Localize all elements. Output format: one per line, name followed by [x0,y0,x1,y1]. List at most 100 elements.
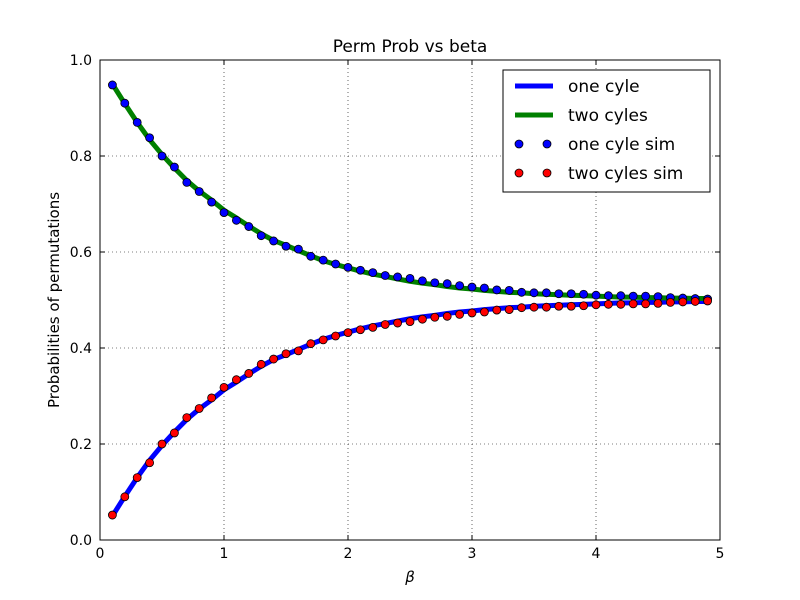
x-tick-label: 1 [220,546,229,562]
data-point-two-cyles-sim [690,297,700,306]
data-point-one-cyle-sim [542,288,551,298]
legend-box [502,69,711,193]
data-point-two-cyles-sim [666,297,675,307]
data-point-one-cyle-sim [256,231,266,241]
data-point-one-cyle-sim [616,291,626,301]
data-point-one-cyle-sim [393,272,403,282]
data-point-two-cyles-sim [591,300,601,310]
data-point-one-cyle-sim [430,278,440,288]
data-point-one-cyle-sim [169,162,179,172]
data-point-two-cyles-sim [355,325,365,335]
data-point-one-cyle-sim [417,276,427,286]
data-point-one-cyle-sim [368,268,378,278]
data-point-one-cyle-sim [293,244,303,254]
legend-marker-two-cyles-sim [514,168,524,178]
data-point-two-cyles-sim [207,393,217,403]
y-tick-label: 0.0 [70,533,92,549]
data-point-two-cyles-sim [678,297,688,307]
data-point-one-cyle-sim [405,273,415,283]
x-tick-label: 3 [468,546,477,562]
data-point-two-cyles-sim [467,308,477,318]
data-point-two-cyles-sim [504,305,514,315]
data-point-two-cyles-sim [108,510,117,520]
data-point-one-cyle-sim [182,177,192,187]
y-tick-label: 0.2 [70,437,92,453]
data-point-one-cyle-sim [380,271,390,280]
data-point-one-cyle-sim [529,288,539,298]
y-tick-label: 0.4 [70,341,92,357]
data-point-two-cyles-sim [554,301,564,311]
data-point-two-cyles-sim [442,311,452,321]
data-point-two-cyles-sim [579,301,588,311]
data-point-one-cyle-sim [355,265,365,275]
data-point-two-cyles-sim [393,318,403,328]
legend-marker-one-cyle-sim [514,139,524,149]
data-point-one-cyle-sim [108,80,117,90]
data-point-two-cyles-sim [293,346,303,356]
data-point-one-cyle-sim [318,255,328,265]
data-point-one-cyle-sim [442,279,452,289]
x-tick-label: 0 [96,546,105,562]
data-point-one-cyle-sim [194,187,204,196]
data-point-two-cyles-sim [479,307,489,317]
data-point-one-cyle-sim [343,262,353,272]
data-point-one-cyle-sim [331,259,341,269]
axis-ticks: 0 1 2 3 4 5 0.0 0.2 0.4 0.6 0.8 1.0 [70,53,725,562]
data-point-one-cyle-sim [244,222,254,231]
data-point-one-cyle-sim [467,282,477,292]
data-point-two-cyles-sim [169,428,179,438]
data-point-two-cyles-sim [219,382,229,392]
data-point-one-cyle-sim [157,151,167,161]
data-point-two-cyles-sim [343,328,353,338]
y-tick-label: 0.6 [70,245,92,261]
data-point-one-cyle-sim [591,290,601,300]
data-point-two-cyles-sim [145,458,155,468]
x-tick-label: 4 [592,546,601,562]
x-axis-title: β [404,568,415,586]
data-point-one-cyle-sim [120,98,130,108]
data-point-two-cyles-sim [368,322,378,332]
data-point-two-cyles-sim [331,331,341,341]
data-point-one-cyle-sim [281,241,291,251]
data-point-one-cyle-sim [492,285,502,295]
y-axis-title: Probabilities of permutations [45,192,63,408]
data-point-two-cyles-sim [306,339,316,349]
data-point-two-cyles-sim [653,298,663,308]
data-point-two-cyles-sim [182,413,192,423]
data-point-two-cyles-sim [405,317,415,327]
data-point-two-cyles-sim [244,369,254,378]
data-point-two-cyles-sim [492,305,502,315]
data-point-one-cyle-sim [479,283,489,293]
data-point-two-cyles-sim [628,299,638,309]
y-tick-label: 1.0 [70,53,92,69]
legend-marker-one-cyle-sim [542,139,552,149]
data-point-one-cyle-sim [145,133,155,143]
data-point-two-cyles-sim [269,354,279,364]
data-point-two-cyles-sim [194,404,204,413]
legend: one cyle two cyles one cyle sim two cyles s… [502,69,711,193]
data-point-one-cyle-sim [269,236,279,246]
data-point-two-cyles-sim [157,439,167,449]
data-point-one-cyle-sim [219,208,229,218]
data-point-one-cyle-sim [306,251,316,261]
data-point-two-cyles-sim [641,299,650,309]
data-point-two-cyles-sim [529,302,539,312]
data-point-two-cyles-sim [281,349,291,359]
data-point-two-cyles-sim [703,296,712,306]
data-point-one-cyle-sim [566,289,576,299]
data-point-one-cyle-sim [517,287,526,297]
legend-label-two-cyles: two cyles [568,106,648,126]
data-point-two-cyles-sim [566,301,576,311]
chart-title: Perm Prob vs beta [333,37,488,57]
x-tick-label: 5 [716,546,725,562]
data-point-one-cyle-sim [455,281,465,291]
data-point-one-cyle-sim [231,215,241,225]
plot-frame [99,59,721,541]
data-point-two-cyles-sim [132,473,142,483]
data-point-two-cyles-sim [430,312,440,322]
legend-label-one-cyle: one cyle [568,77,640,97]
data-point-two-cyles-sim [231,375,241,385]
data-point-two-cyles-sim [542,302,551,312]
data-point-two-cyles-sim [318,335,328,345]
